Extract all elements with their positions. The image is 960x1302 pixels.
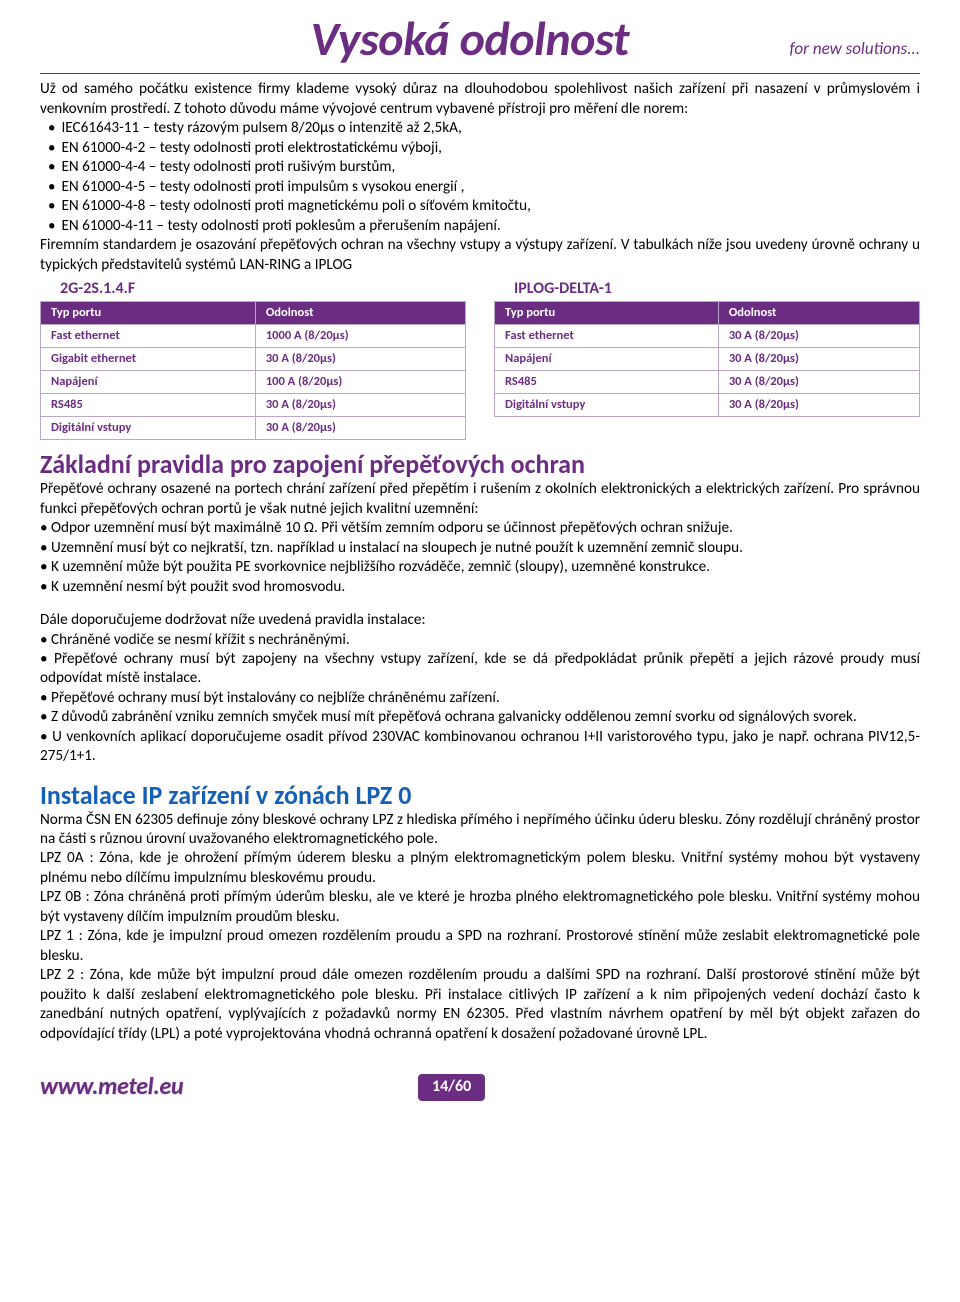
sec1-d5: Chráněné vodiče se nesmí křížit s nechrá… [40, 631, 920, 650]
td: Fast ethernet [41, 325, 256, 348]
intro-paragraph-2: Firemním standardem je osazování přepěťo… [40, 236, 920, 275]
td: 100 A (8/20µs) [255, 371, 465, 394]
table-2g-2s: Typ portuOdolnost Fast ethernet1000 A (8… [40, 301, 466, 440]
td: RS485 [41, 394, 256, 417]
sec1-d8: Z důvodů zabránění vzniku zemních smyček… [40, 708, 920, 727]
intro-paragraph-1: Už od samého počátku existence firmy kla… [40, 80, 920, 119]
section2-title: Instalace IP zařízení v zónách LPZ 0 [40, 781, 920, 811]
td: 30 A (8/20µs) [718, 325, 919, 348]
sec1-d7: Přepěťové ochrany musí být instalovány c… [40, 689, 920, 708]
sec1-p2: Dále doporučujeme dodržovat níže uvedená… [40, 611, 920, 630]
standards-item: IEC61643-11 – testy rázovým pulsem 8/20µ… [40, 119, 920, 138]
sec2-p4: LPZ 1 : Zóna, kde je impulzní proud omez… [40, 927, 920, 966]
page-number-badge: 14/60 [418, 1074, 485, 1100]
standards-item: EN 61000-4-8 – testy odolnosti proti mag… [40, 197, 920, 216]
td: 30 A (8/20µs) [255, 417, 465, 440]
td: 30 A (8/20µs) [255, 348, 465, 371]
td: Napájení [41, 371, 256, 394]
standards-item: EN 61000-4-4 – testy odolnosti proti ruš… [40, 158, 920, 177]
sec2-p2: LPZ 0A : Zóna, kde je ohrožení přímým úd… [40, 849, 920, 888]
table2-caption: IPLOG-DELTA-1 [514, 279, 920, 299]
td: 30 A (8/20µs) [718, 394, 919, 417]
td: Gigabit ethernet [41, 348, 256, 371]
sec2-p3: LPZ 0B : Zóna chráněná proti přímým úder… [40, 888, 920, 927]
sec1-d3: K uzemnění může být použita PE svorkovni… [40, 558, 920, 577]
standards-item: EN 61000-4-5 – testy odolnosti proti imp… [40, 178, 920, 197]
sec2-p1: Norma ČSN EN 62305 definuje zóny bleskov… [40, 811, 920, 850]
standards-item: EN 61000-4-11 – testy odolnosti proti po… [40, 217, 920, 236]
td: Fast ethernet [495, 325, 719, 348]
sec1-d4: K uzemnění nesmí být použit svod hromosv… [40, 578, 920, 597]
header-divider [40, 73, 920, 74]
th: Odolnost [718, 302, 919, 325]
table-iplog: Typ portuOdolnost Fast ethernet30 A (8/2… [494, 301, 920, 417]
sec2-p5: LPZ 2 : Zóna, kde může být impulzní prou… [40, 966, 920, 1044]
page-main-title: Vysoká odolnost [164, 8, 775, 69]
table1-caption: 2G-2S.1.4.F [60, 279, 466, 299]
td: Digitální vstupy [41, 417, 256, 440]
sec1-p1: Přepěťové ochrany osazené na portech chr… [40, 480, 920, 519]
td: 30 A (8/20µs) [255, 394, 465, 417]
td: Napájení [495, 348, 719, 371]
td: Digitální vstupy [495, 394, 719, 417]
td: 30 A (8/20µs) [718, 348, 919, 371]
td: 30 A (8/20µs) [718, 371, 919, 394]
sec1-d6: Přepěťové ochrany musí být zapojeny na v… [40, 650, 920, 689]
slogan: for new solutions... [789, 38, 920, 70]
footer-url: www.metel.eu [40, 1072, 183, 1103]
section1-title: Základní pravidla pro zapojení přepěťový… [40, 450, 920, 480]
td: 1000 A (8/20µs) [255, 325, 465, 348]
sec1-d2: Uzemnění musí být co nejkratší, tzn. nap… [40, 539, 920, 558]
standards-item: EN 61000-4-2 – testy odolnosti proti ele… [40, 139, 920, 158]
th: Odolnost [255, 302, 465, 325]
th: Typ portu [495, 302, 719, 325]
td: RS485 [495, 371, 719, 394]
sec1-d9: U venkovních aplikací doporučujeme osadi… [40, 728, 920, 767]
standards-list: IEC61643-11 – testy rázovým pulsem 8/20µ… [40, 119, 920, 236]
th: Typ portu [41, 302, 256, 325]
sec1-d1: Odpor uzemnění musí být maximálně 10 Ω. … [40, 519, 920, 538]
